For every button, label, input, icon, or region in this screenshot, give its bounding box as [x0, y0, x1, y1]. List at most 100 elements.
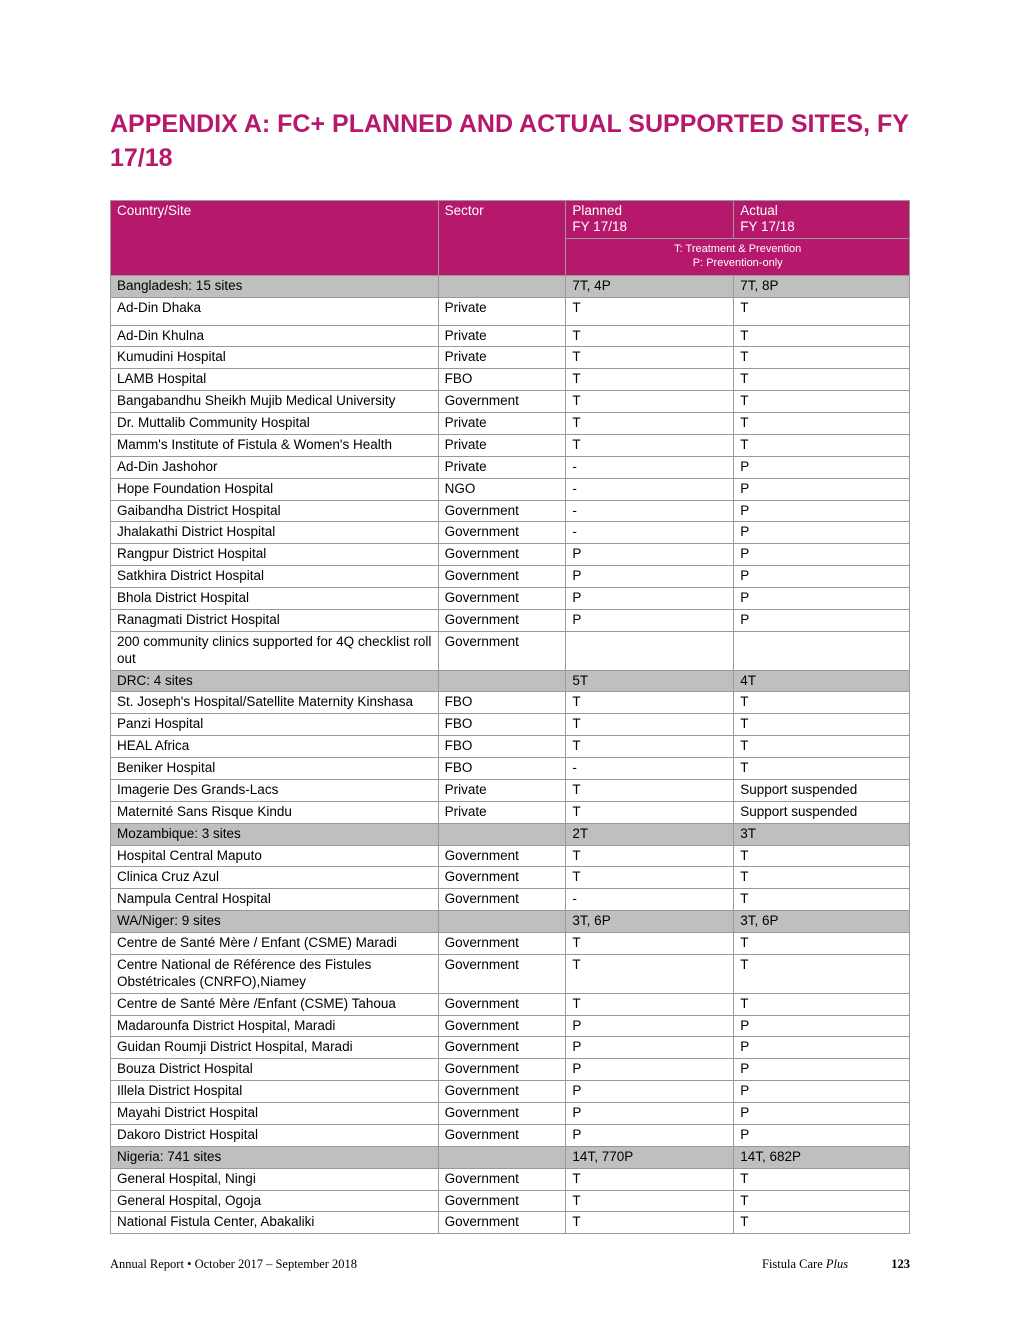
cell-actual: T [734, 1190, 910, 1212]
cell-sector: FBO [438, 736, 566, 758]
cell-planned: T [566, 779, 734, 801]
cell-actual: P [734, 522, 910, 544]
table-row: Ad-Din DhakaPrivateTT [111, 297, 910, 325]
cell-sector: Government [438, 1059, 566, 1081]
table-row: Rangpur District HospitalGovernmentPP [111, 544, 910, 566]
table-row: Panzi HospitalFBOTT [111, 714, 910, 736]
cell-sector: Government [438, 845, 566, 867]
cell-sector: Private [438, 456, 566, 478]
col-actual: ActualFY 17/18 [734, 200, 910, 239]
table-row: LAMB HospitalFBOTT [111, 369, 910, 391]
cell-sector: Government [438, 391, 566, 413]
section-sector [438, 911, 566, 933]
table-row: Centre de Santé Mère / Enfant (CSME) Mar… [111, 933, 910, 955]
table-row: Ranagmati District HospitalGovernmentPP [111, 609, 910, 631]
cell-site: Ad-Din Khulna [111, 325, 439, 347]
table-row: Bhola District HospitalGovernmentPP [111, 588, 910, 610]
cell-site: Maternité Sans Risque Kindu [111, 801, 439, 823]
cell-site: Mayahi District Hospital [111, 1103, 439, 1125]
table-row: Jhalakathi District HospitalGovernment-P [111, 522, 910, 544]
cell-sector: Government [438, 933, 566, 955]
cell-planned: T [566, 954, 734, 993]
cell-site: Satkhira District Hospital [111, 566, 439, 588]
cell-planned: - [566, 522, 734, 544]
section-actual: 3T [734, 823, 910, 845]
cell-planned: T [566, 347, 734, 369]
cell-actual: T [734, 1168, 910, 1190]
table-row: Illela District HospitalGovernmentPP [111, 1081, 910, 1103]
cell-actual: Support suspended [734, 801, 910, 823]
cell-actual: P [734, 478, 910, 500]
table-row: Guidan Roumji District Hospital, MaradiG… [111, 1037, 910, 1059]
section-actual: 4T [734, 670, 910, 692]
cell-actual: P [734, 1124, 910, 1146]
cell-sector: Government [438, 522, 566, 544]
table-body: Bangladesh: 15 sites7T, 4P7T, 8PAd-Din D… [111, 275, 910, 1234]
table-row: General Hospital, OgojaGovernmentTT [111, 1190, 910, 1212]
footer-left: Annual Report • October 2017 – September… [110, 1257, 357, 1272]
cell-sector: FBO [438, 758, 566, 780]
cell-sector: Government [438, 1103, 566, 1125]
cell-actual: P [734, 1037, 910, 1059]
section-name: Bangladesh: 15 sites [111, 275, 439, 297]
cell-planned: T [566, 845, 734, 867]
cell-actual: P [734, 588, 910, 610]
cell-actual: P [734, 1081, 910, 1103]
cell-actual: T [734, 297, 910, 325]
cell-planned: T [566, 867, 734, 889]
cell-actual: Support suspended [734, 779, 910, 801]
cell-site: Madarounfa District Hospital, Maradi [111, 1015, 439, 1037]
section-name: Nigeria: 741 sites [111, 1146, 439, 1168]
section-row: DRC: 4 sites5T4T [111, 670, 910, 692]
col-planned: PlannedFY 17/18 [566, 200, 734, 239]
cell-sector: Government [438, 631, 566, 670]
section-planned: 2T [566, 823, 734, 845]
cell-site: Guidan Roumji District Hospital, Maradi [111, 1037, 439, 1059]
cell-sector: Government [438, 1081, 566, 1103]
cell-sector: Government [438, 867, 566, 889]
cell-actual: T [734, 391, 910, 413]
cell-sector: FBO [438, 692, 566, 714]
cell-planned: P [566, 1103, 734, 1125]
cell-site: Centre de Santé Mère /Enfant (CSME) Taho… [111, 993, 439, 1015]
cell-actual: T [734, 325, 910, 347]
cell-planned: T [566, 933, 734, 955]
cell-actual: P [734, 566, 910, 588]
cell-planned: - [566, 478, 734, 500]
cell-site: Jhalakathi District Hospital [111, 522, 439, 544]
table-row: National Fistula Center, AbakalikiGovern… [111, 1212, 910, 1234]
table-row: Maternité Sans Risque KinduPrivateTSuppo… [111, 801, 910, 823]
cell-site: Nampula Central Hospital [111, 889, 439, 911]
cell-planned: P [566, 1015, 734, 1037]
cell-planned: P [566, 1059, 734, 1081]
section-planned: 14T, 770P [566, 1146, 734, 1168]
footer-right: Fistula Care Plus 123 [762, 1257, 910, 1272]
cell-sector: Government [438, 1037, 566, 1059]
section-planned: 3T, 6P [566, 911, 734, 933]
cell-planned: P [566, 544, 734, 566]
cell-planned: T [566, 801, 734, 823]
cell-site: Kumudini Hospital [111, 347, 439, 369]
section-actual: 3T, 6P [734, 911, 910, 933]
table-legend: T: Treatment & PreventionP: Prevention-o… [566, 239, 910, 276]
cell-actual: T [734, 369, 910, 391]
page-footer: Annual Report • October 2017 – September… [110, 1257, 910, 1272]
section-name: DRC: 4 sites [111, 670, 439, 692]
section-actual: 14T, 682P [734, 1146, 910, 1168]
cell-sector: Government [438, 500, 566, 522]
section-name: WA/Niger: 9 sites [111, 911, 439, 933]
section-sector [438, 670, 566, 692]
cell-sector: Private [438, 297, 566, 325]
table-row: St. Joseph's Hospital/Satellite Maternit… [111, 692, 910, 714]
cell-sector: NGO [438, 478, 566, 500]
table-row: General Hospital, NingiGovernmentTT [111, 1168, 910, 1190]
cell-planned: T [566, 369, 734, 391]
cell-sector: Government [438, 1190, 566, 1212]
table-row: Ad-Din KhulnaPrivateTT [111, 325, 910, 347]
cell-sector: FBO [438, 714, 566, 736]
cell-sector: Government [438, 1168, 566, 1190]
table-row: Nampula Central HospitalGovernment-T [111, 889, 910, 911]
table-row: Hospital Central MaputoGovernmentTT [111, 845, 910, 867]
table-row: HEAL AfricaFBOTT [111, 736, 910, 758]
cell-sector: Private [438, 347, 566, 369]
